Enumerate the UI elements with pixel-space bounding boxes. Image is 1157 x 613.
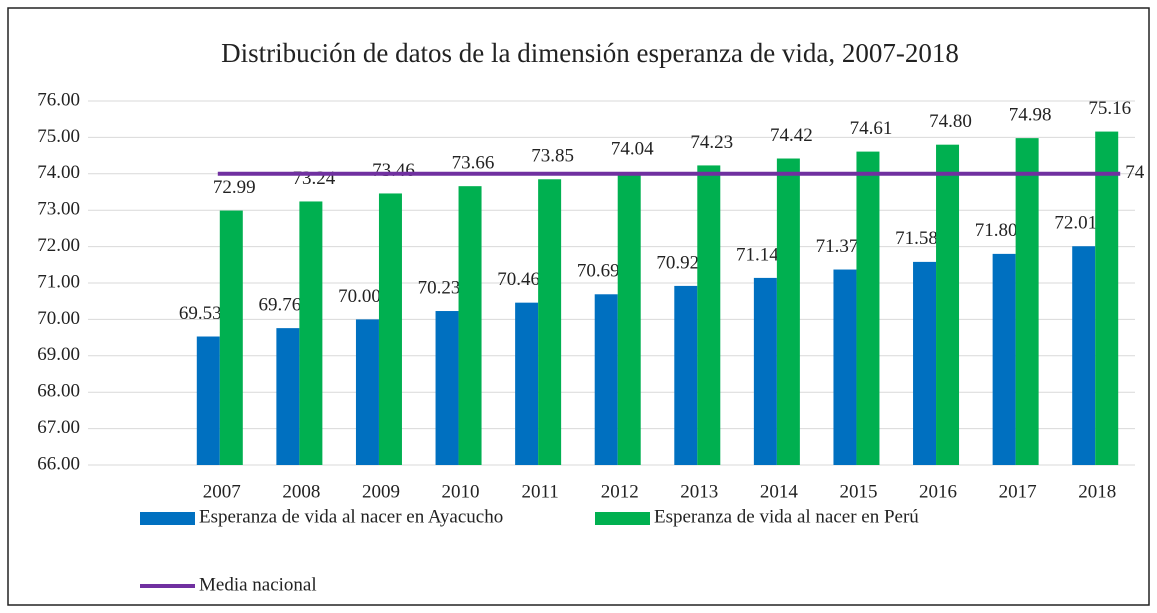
bar [276,328,300,465]
legend-label: Esperanza de vida al nacer en Ayacucho [199,506,503,527]
bar [355,319,379,465]
legend-label: Esperanza de vida al nacer en Perú [654,506,919,527]
bar [617,172,641,465]
data-label: 72.99 [213,177,256,198]
bar [538,179,562,465]
data-label: 69.76 [259,294,302,315]
data-label: 71.14 [736,244,779,265]
bar [378,193,402,465]
x-tick-label: 2010 [442,481,480,502]
y-tick-label: 75.00 [37,126,80,147]
bar [753,277,777,465]
x-tick-label: 2014 [760,481,799,502]
bar [435,311,459,465]
data-label: 73.85 [531,146,574,167]
data-label: 74.42 [770,125,813,146]
data-label: 70.00 [338,286,381,307]
y-tick-label: 76.00 [37,89,80,110]
y-tick-label: 72.00 [37,235,80,256]
bar [1095,131,1119,466]
bar [1072,246,1096,465]
data-label: 72.01 [1054,213,1097,234]
data-label: 70.23 [418,277,461,298]
data-label: 73.46 [372,160,415,181]
bar [515,302,539,465]
x-tick-label: 2017 [999,481,1037,502]
bar [833,269,857,465]
bar [936,144,960,465]
data-label: 71.80 [975,220,1018,241]
x-tick-label: 2012 [601,481,639,502]
bar [299,201,323,466]
x-tick-label: 2016 [919,481,957,502]
y-tick-label: 70.00 [37,308,80,329]
bar [776,158,800,465]
legend-swatch [595,512,650,525]
bar [856,151,880,465]
data-label: 73.66 [452,153,495,174]
bar [458,186,482,465]
y-tick-label: 68.00 [37,381,80,402]
data-label: 75.16 [1088,98,1131,119]
data-label: 74.23 [690,132,733,153]
y-tick-label: 66.00 [37,453,80,474]
y-tick-label: 71.00 [37,271,80,292]
data-label: 74 [1125,162,1145,183]
x-tick-label: 2015 [839,481,877,502]
y-tick-label: 69.00 [37,344,80,365]
x-tick-label: 2018 [1078,481,1116,502]
y-tick-label: 73.00 [37,199,80,220]
bar [594,294,618,465]
data-label: 74.04 [611,139,654,160]
bar [196,336,220,465]
data-label: 71.37 [816,236,859,257]
data-label: 71.58 [895,228,938,249]
bar [674,285,698,465]
x-tick-label: 2009 [362,481,400,502]
bar [913,261,937,465]
data-label: 69.53 [179,303,222,324]
bar [219,210,243,465]
y-tick-label: 74.00 [37,162,80,183]
x-tick-label: 2011 [521,481,558,502]
bar [992,253,1016,465]
y-tick-label: 67.00 [37,417,80,438]
x-tick-label: 2007 [203,481,241,502]
data-label: 74.80 [929,111,972,132]
x-tick-label: 2013 [680,481,718,502]
data-label: 74.61 [850,118,893,139]
data-label: 70.92 [656,252,699,273]
x-tick-label: 2008 [282,481,320,502]
chart-title: Distribución de datos de la dimensión es… [221,38,959,68]
bar [1015,138,1039,466]
data-label: 74.98 [1009,104,1052,125]
bar [697,165,721,466]
data-label: 70.69 [577,261,620,282]
data-label: 73.24 [293,168,336,189]
data-label: 70.46 [497,269,540,290]
legend-swatch [140,512,195,525]
legend-label: Media nacional [199,574,317,595]
